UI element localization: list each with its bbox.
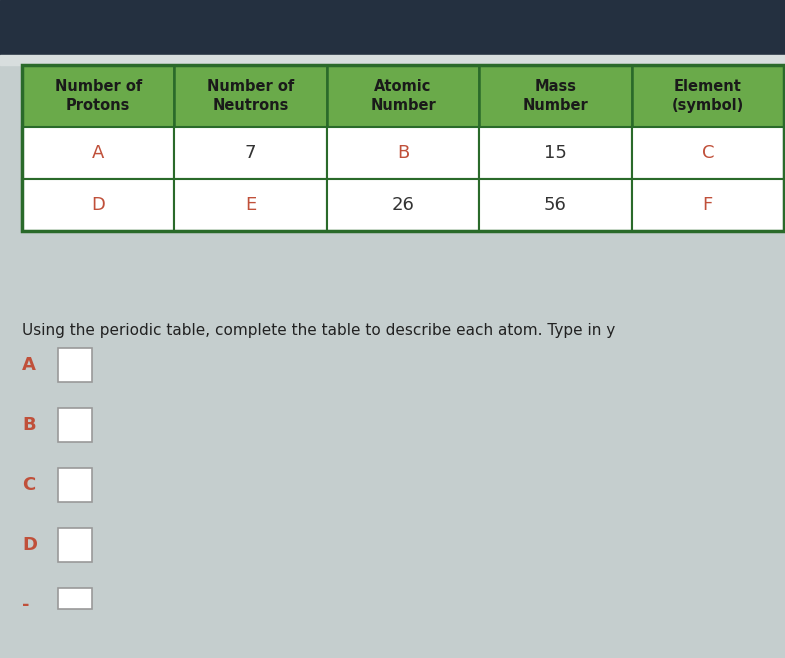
Bar	[22, 65, 174, 127]
Bar	[174, 65, 327, 127]
Bar	[58, 468, 92, 502]
Text: A: A	[22, 356, 36, 374]
Bar	[632, 65, 784, 127]
Text: D: D	[91, 196, 105, 214]
Text: E: E	[245, 196, 256, 214]
Text: F: F	[703, 196, 713, 214]
Bar	[327, 179, 479, 231]
Bar	[174, 127, 327, 179]
Text: Mass
Number: Mass Number	[523, 79, 588, 113]
Bar	[479, 127, 632, 179]
Text: -: -	[22, 596, 30, 614]
Text: Element
(symbol): Element (symbol)	[672, 79, 744, 113]
Bar	[22, 179, 174, 231]
Text: Using the periodic table, complete the table to describe each atom. Type in y: Using the periodic table, complete the t…	[22, 322, 615, 338]
Bar	[22, 65, 784, 231]
Bar	[327, 127, 479, 179]
Text: Number of
Protons: Number of Protons	[55, 79, 142, 113]
Text: 15: 15	[544, 144, 567, 162]
Bar	[22, 127, 174, 179]
Bar	[479, 65, 632, 127]
Bar	[58, 408, 92, 442]
Bar	[327, 65, 479, 127]
Bar	[58, 348, 92, 382]
Text: 26: 26	[392, 196, 414, 214]
Text: Number of
Neutrons: Number of Neutrons	[207, 79, 294, 113]
Text: C: C	[702, 144, 714, 162]
Bar	[58, 528, 92, 562]
Text: A: A	[92, 144, 104, 162]
Text: D: D	[22, 536, 37, 554]
Bar	[0, 0, 785, 55]
Text: Atomic
Number: Atomic Number	[370, 79, 436, 113]
Text: B: B	[22, 416, 35, 434]
Text: 7: 7	[245, 144, 257, 162]
Text: B: B	[397, 144, 409, 162]
Bar	[0, 55, 785, 65]
Text: 56: 56	[544, 196, 567, 214]
Bar	[632, 127, 784, 179]
Bar	[58, 588, 92, 609]
Bar	[479, 179, 632, 231]
Text: C: C	[22, 476, 35, 494]
Bar	[632, 179, 784, 231]
Bar	[174, 179, 327, 231]
